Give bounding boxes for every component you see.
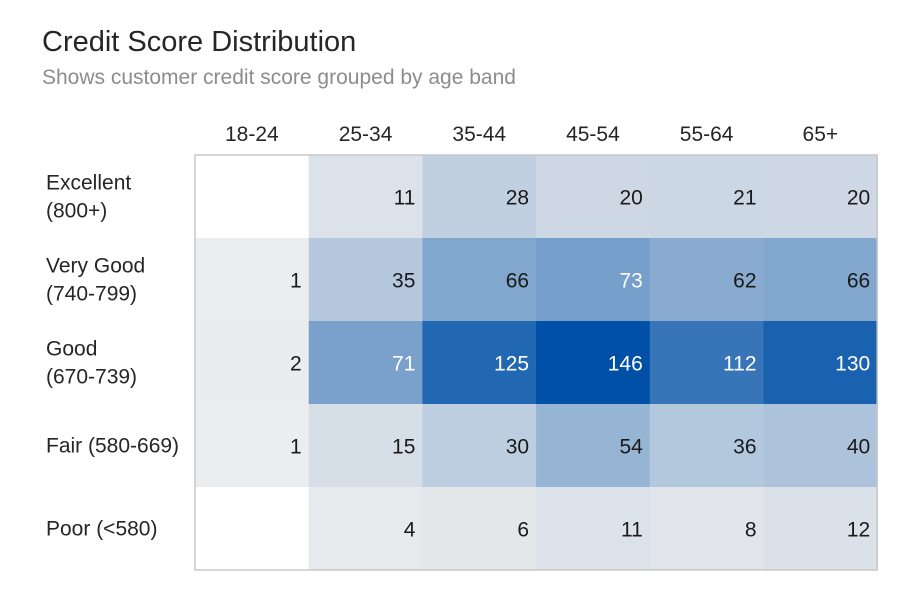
- cell-value-label: 35: [392, 270, 415, 293]
- cell-value-label: 11: [394, 187, 416, 210]
- heatmap-cell: [649, 487, 764, 571]
- cell-value-label: 20: [847, 187, 870, 210]
- heatmap-cell: [308, 487, 423, 571]
- cell-value-label: 21: [733, 187, 756, 210]
- heatmap-cell: [422, 321, 537, 405]
- heatmap-cell: [422, 238, 537, 322]
- heatmap-cell: [195, 487, 310, 571]
- heatmap-cell: [195, 155, 310, 239]
- heatmap-cell: [763, 487, 878, 571]
- heatmap-cell: [422, 487, 537, 571]
- heatmap-cell: [308, 404, 423, 488]
- cell-value-label: 36: [733, 436, 756, 459]
- cell-value-label: 4: [404, 519, 416, 542]
- cell-value-label: 28: [506, 187, 529, 210]
- cell-value-label: 71: [392, 353, 415, 376]
- cell-value-label: 112: [723, 353, 756, 376]
- row-label: Poor (<580): [46, 518, 157, 541]
- heatmap-cell: [195, 321, 310, 405]
- heatmap-cell: [763, 155, 878, 239]
- cell-value-label: 40: [847, 436, 870, 459]
- cell-value-label: 1: [290, 436, 302, 459]
- cell-value-label: 146: [608, 353, 643, 376]
- row-label: Excellent (800+): [46, 172, 131, 223]
- heatmap-cell: [536, 404, 651, 488]
- heatmap-cell: [649, 321, 764, 405]
- row-label: Very Good (740-799): [46, 255, 145, 306]
- column-label: 45-54: [566, 123, 620, 146]
- heatmap-cell: [536, 487, 651, 571]
- chart-title: Credit Score Distribution: [42, 26, 357, 58]
- cell-value-label: 20: [619, 187, 642, 210]
- heatmap-border: [194, 154, 878, 571]
- heatmap-cell: [422, 155, 537, 239]
- heatmap-cell: [649, 238, 764, 322]
- heatmap-cell: [536, 238, 651, 322]
- heatmap-cell: [536, 321, 651, 405]
- heatmap-cell: [763, 238, 878, 322]
- heatmap-cell: [195, 238, 310, 322]
- column-label: 65+: [803, 123, 839, 146]
- cell-value-label: 6: [517, 519, 529, 542]
- heatmap-cell: [308, 155, 423, 239]
- heatmap-cell: [763, 404, 878, 488]
- heatmap-cell: [308, 321, 423, 405]
- heatmap-cell: [649, 404, 764, 488]
- cell-value-label: 2: [290, 353, 302, 376]
- column-label: 55-64: [680, 123, 734, 146]
- row-label: Good (670-739): [46, 338, 137, 389]
- cell-value-label: 66: [847, 270, 870, 293]
- cell-value-label: 130: [835, 353, 870, 376]
- column-label: 35-44: [452, 123, 506, 146]
- heatmap-cell: [649, 155, 764, 239]
- heatmap-cell: [536, 155, 651, 239]
- cell-value-label: 8: [745, 519, 757, 542]
- row-label: Fair (580-669): [46, 435, 179, 458]
- cell-value-label: 12: [847, 519, 870, 542]
- heatmap-cell: [422, 404, 537, 488]
- cell-value-label: 125: [494, 353, 529, 376]
- column-label: 18-24: [225, 123, 279, 146]
- cell-value-label: 1: [290, 270, 302, 293]
- cell-value-label: 73: [619, 270, 642, 293]
- cell-value-label: 11: [621, 519, 643, 542]
- heatmap-cell: [308, 238, 423, 322]
- cell-value-label: 54: [619, 436, 643, 459]
- cell-value-label: 15: [392, 436, 415, 459]
- heatmap-cell: [195, 404, 310, 488]
- cell-value-label: 66: [506, 270, 529, 293]
- cell-value-label: 62: [733, 270, 756, 293]
- chart-subtitle: Shows customer credit score grouped by a…: [42, 66, 516, 89]
- heatmap-cell: [763, 321, 878, 405]
- cell-value-label: 30: [506, 436, 529, 459]
- column-label: 25-34: [339, 123, 393, 146]
